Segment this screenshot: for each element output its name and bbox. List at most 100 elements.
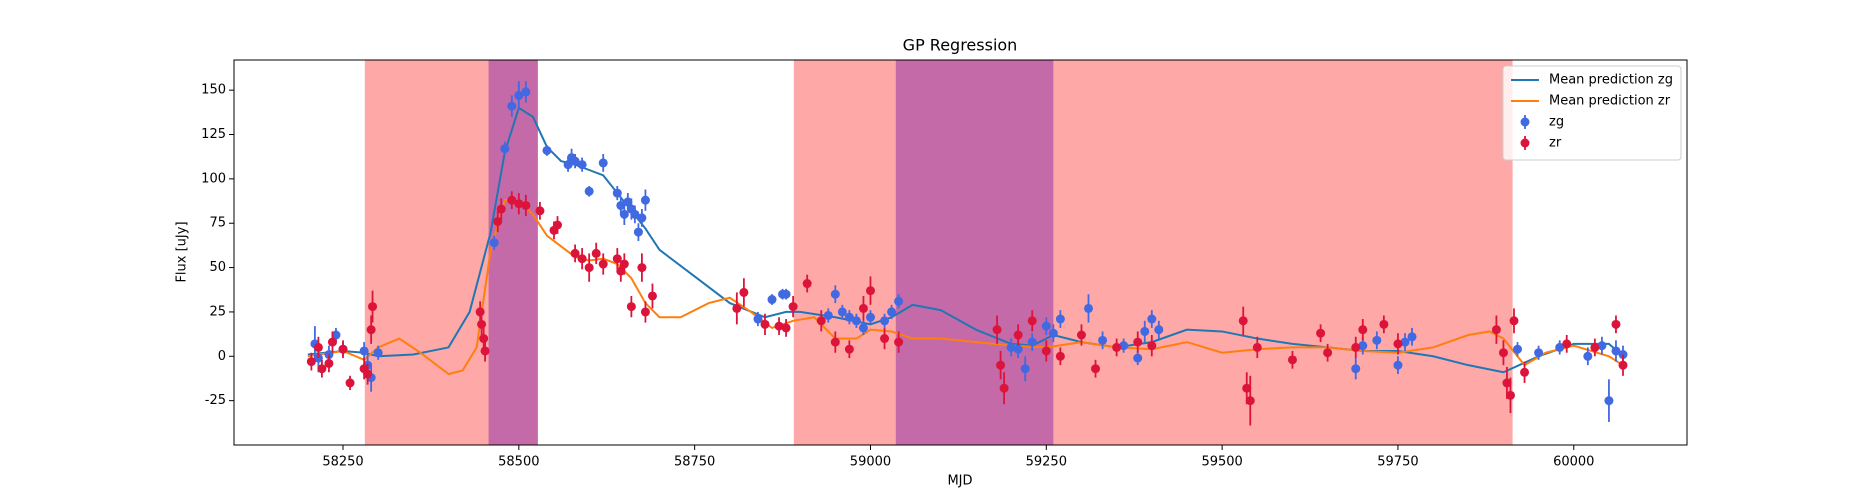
plot-area <box>306 60 1628 445</box>
marker <box>887 307 897 317</box>
data-point <box>1520 361 1530 383</box>
data-point <box>535 201 545 220</box>
x-tick-label: 59000 <box>850 455 891 470</box>
marker <box>1491 325 1501 335</box>
marker <box>612 188 622 198</box>
marker <box>1583 351 1593 361</box>
data-point <box>1055 347 1065 366</box>
data-point <box>570 244 580 263</box>
data-point <box>1400 333 1410 351</box>
marker <box>496 204 506 214</box>
data-point <box>612 185 622 201</box>
marker <box>1351 342 1361 352</box>
data-point <box>844 340 854 359</box>
marker <box>1238 316 1248 326</box>
marker <box>992 325 1002 335</box>
data-point <box>619 253 629 275</box>
data-point <box>1555 340 1565 355</box>
data-point <box>1393 356 1403 375</box>
data-point <box>1604 379 1614 422</box>
marker <box>837 307 847 317</box>
marker <box>577 160 587 170</box>
data-point <box>1154 320 1164 339</box>
data-point <box>633 223 643 241</box>
marker <box>633 227 643 237</box>
mean-line <box>307 199 1624 376</box>
y-tick-label: 100 <box>201 171 226 186</box>
marker <box>1041 321 1051 331</box>
y-axis-label: Flux [uJy] <box>175 221 190 282</box>
marker <box>1562 339 1572 349</box>
data-point <box>313 336 323 359</box>
data-point <box>1611 340 1621 362</box>
data-point <box>1133 331 1143 353</box>
data-point <box>816 310 826 332</box>
data-point <box>1020 356 1030 382</box>
data-point <box>802 274 812 293</box>
data-point <box>865 276 875 305</box>
data-point <box>1509 308 1519 334</box>
data-point <box>858 320 868 335</box>
legend-label: Mean prediction zr <box>1549 94 1671 109</box>
marker <box>500 144 510 154</box>
data-point <box>753 311 763 327</box>
data-point <box>1407 327 1417 346</box>
marker <box>1147 314 1157 324</box>
marker <box>640 307 650 317</box>
data-point <box>616 196 626 215</box>
marker <box>1323 348 1333 358</box>
x-tick-label: 59250 <box>1026 455 1067 470</box>
data-point <box>1491 315 1501 344</box>
marker <box>584 263 594 273</box>
marker <box>1407 332 1417 342</box>
y-tick-label: 125 <box>201 127 226 142</box>
data-point <box>992 315 1002 344</box>
marker <box>1013 344 1023 354</box>
plot-frame <box>233 59 1688 446</box>
data-point <box>640 189 650 211</box>
marker <box>598 259 608 269</box>
data-point <box>1076 324 1086 346</box>
marker <box>514 90 524 100</box>
data-point <box>1358 319 1368 341</box>
marker <box>327 337 337 347</box>
chart-title: GP Regression <box>903 36 1018 55</box>
x-axis-label: MJD <box>947 474 972 489</box>
marker <box>475 307 485 317</box>
data-point <box>368 290 378 323</box>
data-point <box>477 313 487 335</box>
legend-box <box>1502 65 1682 161</box>
marker <box>507 195 517 205</box>
marker <box>1513 344 1523 354</box>
marker <box>1055 351 1065 361</box>
marker <box>1502 378 1512 388</box>
marker <box>788 302 798 312</box>
y-tick-label: -25 <box>205 393 226 408</box>
x-tick-label: 58750 <box>674 455 715 470</box>
data-point <box>823 308 833 323</box>
x-tick-label: 59750 <box>1377 455 1418 470</box>
marker <box>1534 348 1544 358</box>
marker <box>1400 337 1410 347</box>
marker <box>894 296 904 306</box>
data-point <box>1091 359 1101 378</box>
marker <box>823 310 833 320</box>
data-point <box>493 210 503 233</box>
marker <box>1027 337 1037 347</box>
marker <box>880 316 890 326</box>
data-point <box>577 248 587 270</box>
data-point <box>1027 333 1037 351</box>
data-point <box>507 191 517 210</box>
marker <box>1041 346 1051 356</box>
marker <box>1140 326 1150 336</box>
marker <box>363 369 373 379</box>
data-point <box>626 295 636 318</box>
data-point <box>858 295 868 321</box>
data-point <box>1013 324 1023 346</box>
marker <box>1245 396 1255 406</box>
data-point <box>1534 345 1544 360</box>
legend-label: Mean prediction zg <box>1549 73 1673 88</box>
y-tick-label: 50 <box>209 260 226 275</box>
